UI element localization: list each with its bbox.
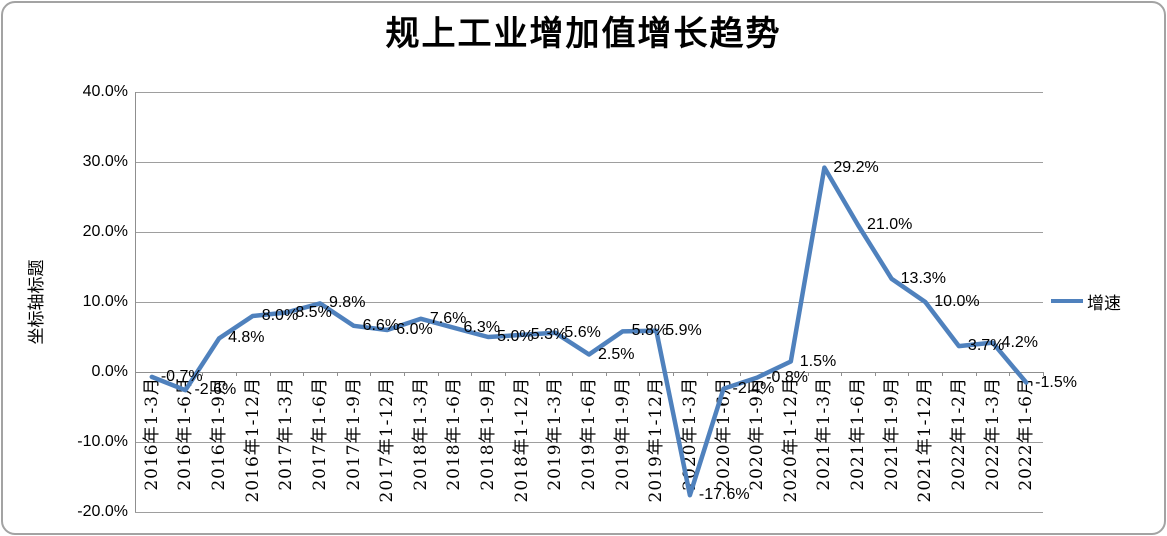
y-axis-line [135,92,136,512]
category-axis-tick [639,372,641,376]
gridline [135,512,1043,513]
category-axis-tick [874,372,876,376]
category-axis-tick [135,372,136,376]
data-label: 2.5% [598,345,635,363]
data-label: 5.0% [497,328,534,345]
category-axis-tick [471,372,473,376]
category-axis-tick [404,372,406,376]
gridline [135,302,1043,303]
legend: 增速 [1051,291,1121,314]
category-axis-tick [740,372,742,376]
category-axis-tick [975,372,977,376]
category-axis-tick [706,372,708,376]
y-axis-tick-label: -20.0% [77,503,128,520]
legend-line-swatch [1051,299,1083,303]
category-axis-tick [773,372,775,376]
data-label: 4.2% [1001,333,1039,351]
category-axis-tick [673,372,675,376]
y-axis-tick-label: 0.0% [91,363,128,380]
data-label: 3.7% [967,337,1005,355]
data-label: -2.4% [732,379,775,397]
category-axis-tick [538,372,540,376]
gridline [135,92,1043,93]
category-axis-tick [437,372,439,376]
gridline [135,162,1043,163]
y-axis-tick-label: 10.0% [82,293,128,310]
data-label: -17.6% [698,486,750,504]
category-axis-tick [841,372,843,376]
chart-title: 规上工业增加值增长趋势 [385,14,782,54]
category-axis-tick [942,372,944,376]
data-label: 6.0% [396,321,433,338]
y-axis-tick-label: 40.0% [82,83,128,100]
category-axis-tick [202,372,204,376]
data-label: 5.8% [631,322,669,340]
data-label: 8.5% [295,303,332,321]
legend-series-label: 增速 [1087,293,1121,314]
category-axis-tick [908,372,910,376]
category-axis-tick [336,372,338,376]
category-axis-tick [807,372,809,376]
category-axis-tick [269,372,271,376]
data-label: -0.8% [766,368,808,386]
category-axis-tick [303,372,305,376]
data-label: 5.9% [665,321,702,339]
category-axis-tick [370,372,372,376]
data-label: 21.0% [867,216,913,233]
category-axis-tick [572,372,574,376]
y-axis-tick-label: -10.0% [77,433,128,450]
category-axis-tick [1009,372,1011,376]
data-label: 10.0% [934,293,980,310]
data-label: -2.6% [194,381,237,399]
data-label: 8.0% [261,307,299,324]
trend-line [149,165,1029,498]
category-axis-tick [504,372,506,376]
x-axis-line [135,372,1043,373]
data-label: 13.3% [900,269,947,287]
data-label: 1.5% [799,352,837,370]
category-axis-tick [235,372,237,376]
data-label: 6.6% [362,316,400,334]
data-label: 9.8% [328,294,366,312]
y-axis-tick-label: 30.0% [82,153,128,170]
data-label: 5.6% [564,323,601,341]
category-axis-tick [168,372,170,376]
data-label: -0.7% [160,367,203,385]
data-label: 5.3% [530,325,568,343]
category-axis-tick [605,372,607,376]
data-label: 6.3% [463,318,500,336]
data-label: 4.8% [228,329,265,347]
category-axis-tick [1043,372,1044,376]
data-label: 7.6% [429,309,467,327]
data-label: 29.2% [833,158,879,176]
gridline [135,232,1043,233]
data-label: -1.5% [1035,373,1077,391]
gridline [135,442,1043,443]
y-axis-tick-label: 20.0% [82,223,128,240]
